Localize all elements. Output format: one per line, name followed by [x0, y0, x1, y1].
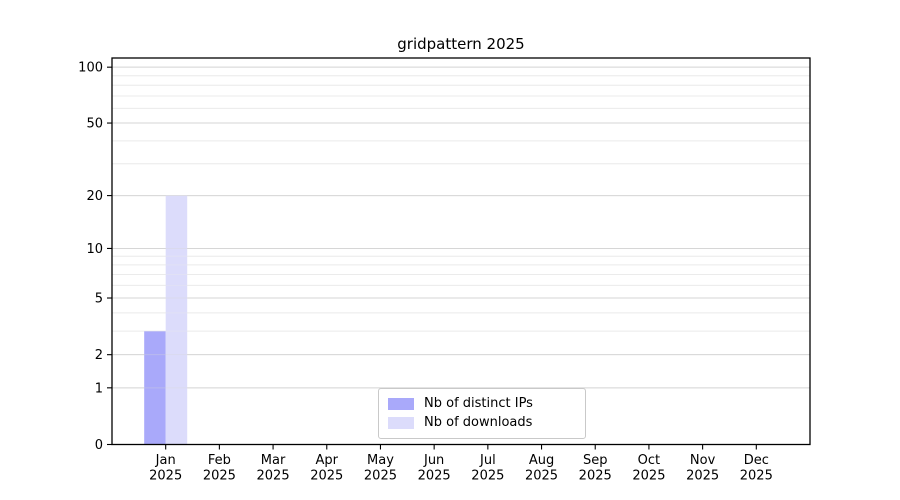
x-tick-label-month: Feb: [208, 453, 231, 468]
gridlines-back: [112, 66, 810, 389]
x-tick-label-month: Jul: [479, 453, 496, 468]
x-tick-label-year: 2025: [632, 469, 665, 484]
x-tick-label-month: Sep: [583, 453, 608, 468]
x-tick-label-year: 2025: [579, 469, 612, 484]
gridlines-front: [112, 66, 810, 389]
x-tick-label-month: May: [367, 453, 394, 468]
x-tick-label-year: 2025: [418, 469, 451, 484]
chart-title: gridpattern 2025: [397, 35, 525, 53]
plot-border: [111, 57, 811, 446]
y-tick-label: 0: [95, 438, 103, 453]
bar-distinct-ips-jan: [144, 331, 166, 445]
legend-swatch-downloads: [388, 416, 414, 429]
legend-item-downloads: Nb of downloads: [388, 413, 576, 432]
x-tick-label-month: Jan: [155, 453, 176, 468]
y-tick-label: 50: [86, 117, 103, 132]
x-tick-label-month: Aug: [529, 453, 554, 468]
x-axis: Jan2025Feb2025Mar2025Apr2025May2025Jun20…: [149, 444, 773, 484]
x-tick-label-year: 2025: [310, 469, 343, 484]
x-tick-label-year: 2025: [525, 469, 558, 484]
x-tick-label-year: 2025: [686, 469, 719, 484]
legend: Nb of distinct IPs Nb of downloads: [378, 388, 586, 439]
x-tick-label-year: 2025: [203, 469, 236, 484]
legend-swatch-distinct-ips: [388, 397, 414, 410]
y-tick-label: 100: [78, 61, 103, 76]
bar-downloads-jan: [165, 195, 188, 445]
y-axis: 0 1 2 5 10 20 50 100: [78, 61, 112, 453]
x-tick-label-year: 2025: [364, 469, 397, 484]
x-tick-label-month: Oct: [638, 453, 660, 468]
legend-item-distinct-ips: Nb of distinct IPs: [388, 394, 576, 413]
x-tick-label-year: 2025: [471, 469, 504, 484]
x-tick-label-month: Jun: [423, 453, 444, 468]
x-tick-label-month: Nov: [690, 453, 716, 468]
x-tick-label-year: 2025: [149, 469, 182, 484]
y-tick-label: 2: [95, 348, 103, 363]
legend-label-distinct-ips: Nb of distinct IPs: [424, 396, 533, 411]
bars: [144, 195, 188, 445]
x-tick-label-year: 2025: [257, 469, 290, 484]
x-tick-label-year: 2025: [740, 469, 773, 484]
legend-label-downloads: Nb of downloads: [424, 415, 533, 430]
x-tick-label-month: Dec: [744, 453, 769, 468]
x-tick-label-month: Apr: [316, 453, 339, 468]
y-tick-label: 1: [95, 381, 103, 396]
y-tick-label: 5: [95, 292, 103, 307]
x-tick-label-month: Mar: [261, 453, 286, 468]
y-tick-label: 10: [86, 242, 103, 257]
y-tick-label: 20: [86, 189, 103, 204]
